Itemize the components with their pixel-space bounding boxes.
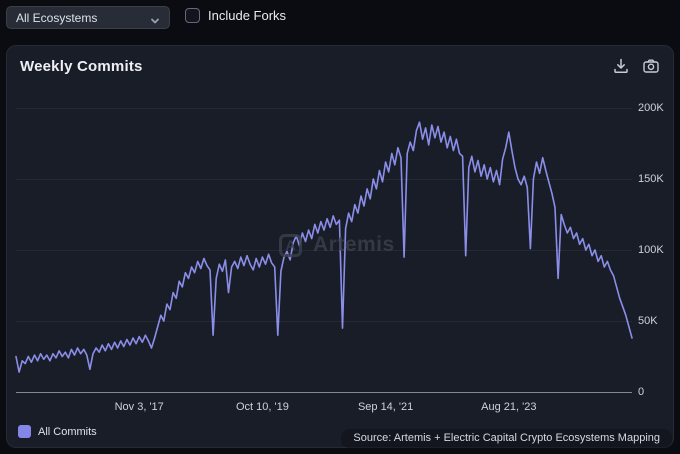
toolbar: All Ecosystems Include Forks: [0, 0, 680, 40]
include-forks-label: Include Forks: [208, 8, 287, 23]
camera-icon[interactable]: [642, 57, 660, 75]
weekly-commits-card: [6, 45, 674, 448]
download-icon[interactable]: [612, 57, 630, 75]
legend-swatch-all-commits: [18, 425, 31, 438]
ecosystem-dropdown[interactable]: All Ecosystems: [6, 6, 170, 29]
chevron-down-icon: [150, 13, 160, 23]
include-forks-checkbox[interactable]: [185, 8, 200, 23]
card-actions: [612, 57, 660, 75]
legend-label-all-commits: All Commits: [38, 425, 97, 438]
chart-title: Weekly Commits: [20, 58, 143, 75]
legend: All Commits: [18, 425, 97, 438]
include-forks-control: Include Forks: [185, 8, 286, 23]
ecosystem-dropdown-value: All Ecosystems: [16, 10, 98, 25]
source-note: Source: Artemis + Electric Capital Crypt…: [341, 429, 672, 448]
